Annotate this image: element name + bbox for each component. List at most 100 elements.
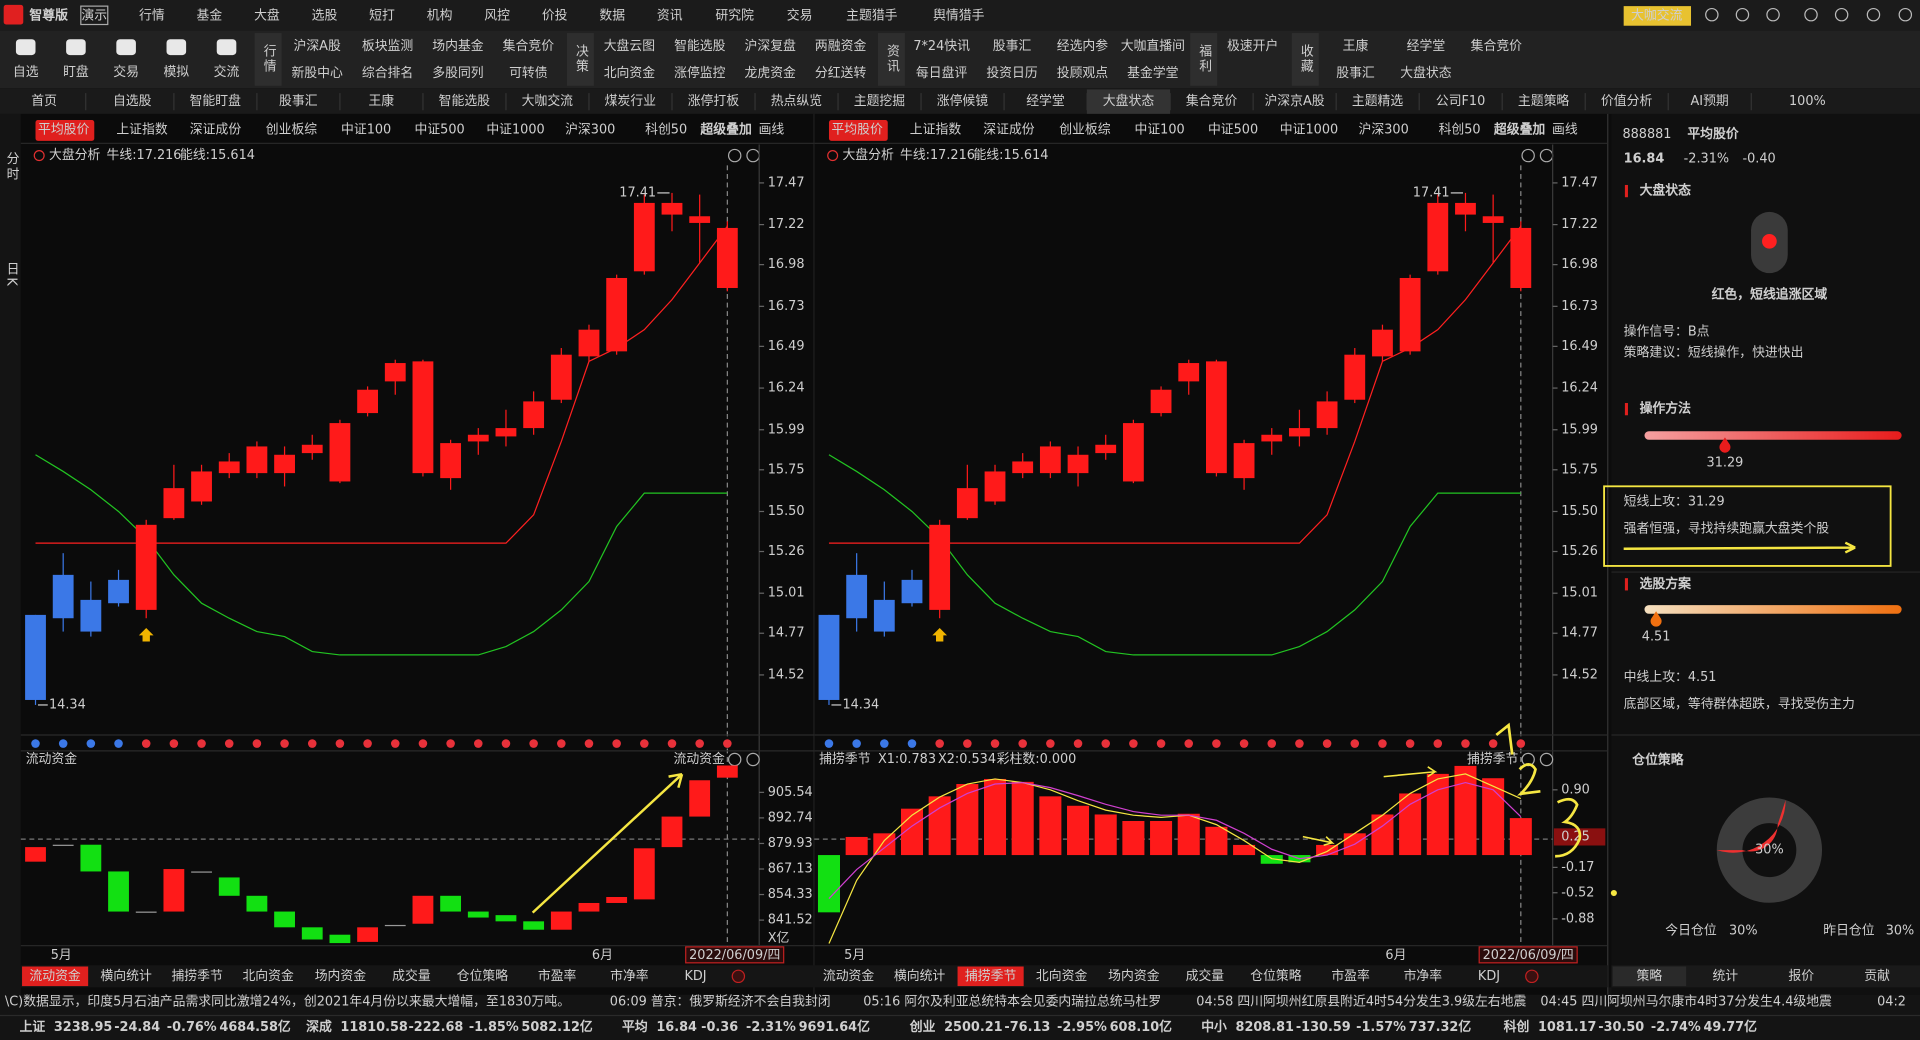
tab[interactable]: 智能选股: [439, 94, 491, 109]
window-icon[interactable]: [1804, 7, 1818, 22]
header-button[interactable]: [1539, 752, 1554, 767]
bottom-tab[interactable]: 场内资金: [1108, 968, 1160, 984]
menu-item[interactable]: 主题猎手: [846, 8, 898, 23]
menu-item[interactable]: 资讯: [657, 8, 683, 23]
bottom-tab[interactable]: 横向统计: [100, 968, 152, 984]
menu-item[interactable]: 风控: [484, 8, 510, 23]
menu-item[interactable]: 舆情猎手: [933, 8, 985, 23]
subtab[interactable]: 平均股价: [831, 122, 883, 137]
header-button[interactable]: [746, 752, 760, 767]
menu-item[interactable]: 行情: [139, 8, 165, 23]
toolbar-link[interactable]: 可转债: [509, 66, 548, 81]
toolbar-link[interactable]: 两融资金: [815, 38, 867, 54]
subtab[interactable]: 科创50: [645, 122, 687, 137]
tab[interactable]: 价值分析: [1601, 93, 1653, 109]
toolbar-link[interactable]: 投顾观点: [1057, 65, 1109, 81]
toolbar-link[interactable]: 新股中心: [291, 65, 343, 81]
toolbar-link[interactable]: 大盘状态: [1400, 65, 1452, 81]
info-tab[interactable]: 贡献: [1864, 969, 1890, 984]
news-item[interactable]: 04:45 四川阿坝州马尔康市4时37分发生4.4级地震: [1540, 994, 1832, 1010]
menu-item[interactable]: 选股: [312, 8, 338, 23]
toolbar-link[interactable]: 综合排名: [362, 65, 413, 81]
toolbar-link[interactable]: 大咖直播间: [1121, 39, 1185, 54]
bottom-tab[interactable]: 仓位策略: [457, 968, 509, 984]
subtab[interactable]: 中证100: [1134, 122, 1184, 137]
tab[interactable]: 涨停打板: [688, 93, 740, 109]
bottom-tab[interactable]: KDJ: [684, 969, 706, 984]
toolbar-link[interactable]: 沪深A股: [293, 39, 340, 54]
tab[interactable]: 涨停候镜: [937, 93, 989, 109]
subtab[interactable]: 深证成份: [983, 122, 1035, 137]
bottom-tab[interactable]: 成交量: [392, 968, 431, 984]
toolbar-link[interactable]: 大盘云图: [604, 38, 655, 54]
collapse-button[interactable]: [731, 969, 746, 984]
toolbar-link[interactable]: 极速开户: [1227, 38, 1278, 54]
bottom-tab[interactable]: 捕捞季节: [171, 968, 223, 984]
subtab[interactable]: 创业板综: [266, 122, 318, 137]
toolbar-icon[interactable]: [66, 39, 86, 56]
window-icon[interactable]: [1766, 7, 1780, 22]
toolbar-link[interactable]: 龙虎资金: [745, 65, 797, 81]
subtab[interactable]: 画线: [759, 122, 785, 137]
subtab[interactable]: 上证指数: [910, 122, 962, 137]
tab[interactable]: 大咖交流: [522, 93, 574, 109]
bottom-tab[interactable]: 流动资金: [29, 968, 81, 984]
info-tab[interactable]: 统计: [1712, 969, 1738, 984]
news-item[interactable]: 04:58 四川阿坝州红原县附近4时54分发生3.9级左右地震: [1196, 994, 1526, 1010]
toolbar-link[interactable]: 分红送转: [815, 65, 867, 81]
tab[interactable]: 主题策略: [1518, 93, 1570, 109]
bottom-tab[interactable]: 市净率: [1404, 968, 1443, 984]
side-tab[interactable]: 日K: [4, 262, 19, 288]
menu-item[interactable]: 短打: [369, 8, 395, 23]
toolbar-icon[interactable]: [15, 39, 36, 56]
tab[interactable]: 股事汇: [279, 94, 318, 109]
menu-item[interactable]: 研究院: [715, 8, 754, 23]
news-item[interactable]: 04:2: [1877, 995, 1906, 1010]
bottom-tab[interactable]: KDJ: [1478, 969, 1500, 984]
subtab[interactable]: 上证指数: [116, 122, 168, 137]
menu-item[interactable]: 基金: [197, 7, 223, 23]
toolbar-link[interactable]: 集合竞价: [503, 38, 555, 54]
toolbar-link[interactable]: 北向资金: [604, 65, 656, 81]
tab[interactable]: 主题精选: [1352, 94, 1404, 109]
subtab[interactable]: 科创50: [1439, 122, 1481, 137]
tab[interactable]: AI预期: [1691, 94, 1729, 109]
toolbar-link[interactable]: 板块监测: [362, 39, 413, 54]
tab[interactable]: 煤炭行业: [605, 94, 657, 109]
header-button[interactable]: [1521, 148, 1535, 163]
news-item[interactable]: 06:09 普京：俄罗斯经济不会自我封闭: [610, 995, 831, 1010]
subtab[interactable]: 中证100: [341, 122, 391, 137]
news-item[interactable]: \C)数据显示，印度5月石油产品需求同比激增24%，创2021年4月份以来最大增…: [5, 994, 570, 1010]
menu-item[interactable]: 价投: [542, 7, 568, 23]
toolbar-icon[interactable]: [116, 39, 136, 56]
bottom-tab[interactable]: 市净率: [610, 968, 649, 984]
toolbar-link[interactable]: 集合竞价: [1471, 38, 1523, 54]
tab[interactable]: 王康: [368, 93, 394, 109]
toolbar-link[interactable]: 7*24快讯: [913, 39, 970, 54]
window-icon[interactable]: [1735, 7, 1750, 22]
tab[interactable]: 主题挖掘: [854, 94, 905, 109]
bottom-tab[interactable]: 场内资金: [315, 968, 367, 984]
bottom-tab[interactable]: 横向统计: [894, 968, 946, 984]
subtab[interactable]: 超级叠加: [700, 121, 751, 137]
toolbar-link[interactable]: 经选内参: [1057, 38, 1109, 54]
bottom-tab[interactable]: 流动资金: [823, 968, 875, 984]
bottom-tab[interactable]: 市盈率: [538, 968, 577, 984]
tab[interactable]: 热点纵览: [771, 93, 823, 109]
subtab[interactable]: 中证500: [414, 122, 464, 137]
subtab[interactable]: 平均股价: [38, 122, 90, 137]
tab[interactable]: 公司F10: [1436, 94, 1485, 109]
subtab[interactable]: 中证1000: [1280, 122, 1338, 137]
tab[interactable]: 自选股: [113, 94, 152, 109]
menu-item[interactable]: 数据: [599, 8, 625, 23]
window-icon[interactable]: [1866, 7, 1881, 22]
tab[interactable]: 智能盯盘: [190, 93, 242, 109]
header-button[interactable]: [727, 148, 742, 163]
bottom-tab[interactable]: 捕捞季节: [965, 968, 1017, 984]
toolbar-icon[interactable]: [216, 39, 237, 56]
side-tab[interactable]: 分时: [4, 152, 19, 183]
toolbar-link[interactable]: 智能选股: [674, 39, 726, 54]
toolbar-link[interactable]: 王康: [1343, 38, 1369, 54]
tab[interactable]: 沪深京A股: [1264, 94, 1324, 109]
subtab[interactable]: 中证500: [1208, 122, 1258, 137]
